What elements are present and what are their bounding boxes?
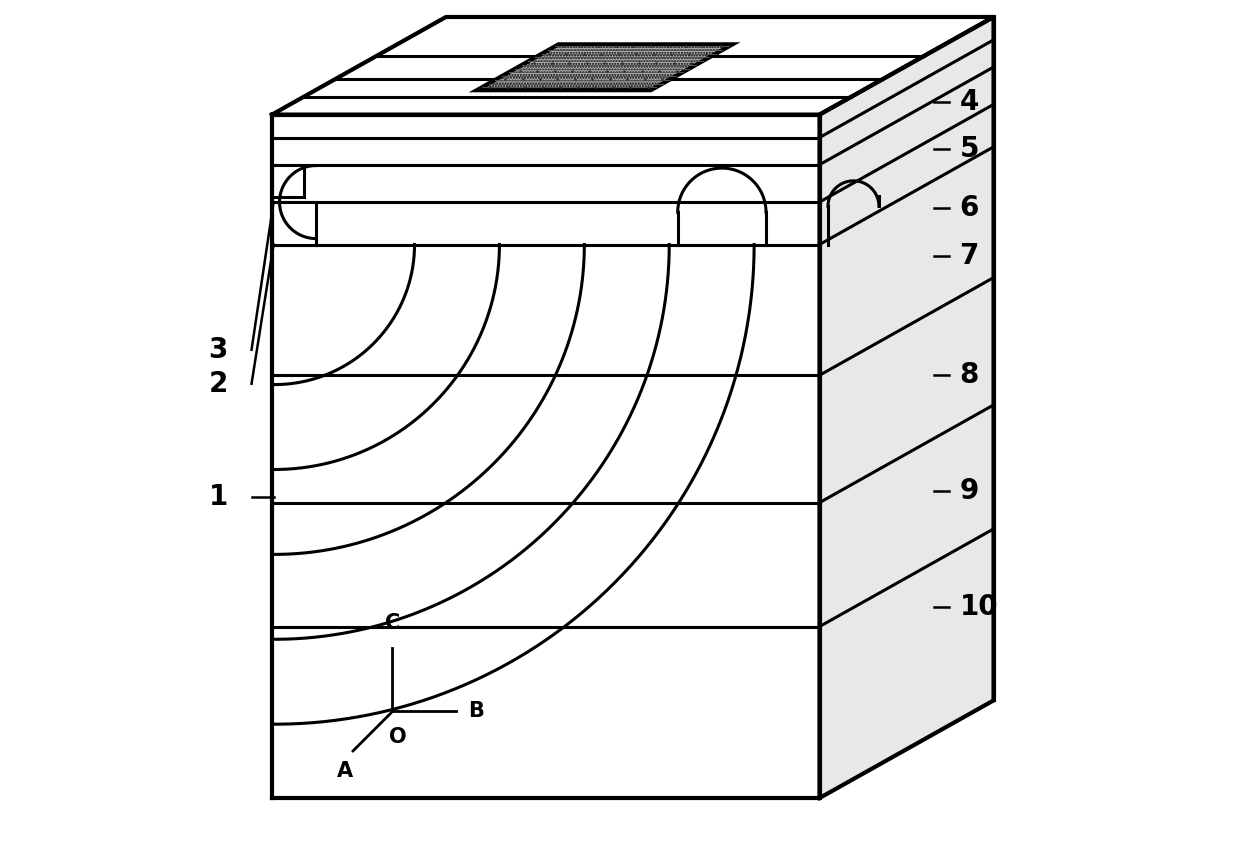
Polygon shape (272, 115, 820, 798)
Polygon shape (820, 17, 993, 798)
Text: 6: 6 (960, 194, 978, 222)
Text: 1: 1 (208, 483, 228, 510)
Text: 10: 10 (960, 593, 998, 621)
Text: 4: 4 (960, 88, 978, 115)
Text: 3: 3 (208, 336, 228, 363)
Text: 7: 7 (960, 243, 978, 270)
Text: 5: 5 (960, 135, 980, 162)
Text: C: C (384, 612, 401, 633)
Text: A: A (336, 761, 352, 781)
Text: 9: 9 (960, 477, 978, 504)
Text: O: O (389, 727, 407, 747)
Polygon shape (272, 165, 304, 197)
Polygon shape (272, 202, 316, 245)
Polygon shape (476, 44, 733, 90)
Text: 8: 8 (960, 362, 978, 389)
Text: 2: 2 (208, 370, 228, 397)
Polygon shape (272, 17, 993, 115)
Text: B: B (467, 701, 484, 722)
